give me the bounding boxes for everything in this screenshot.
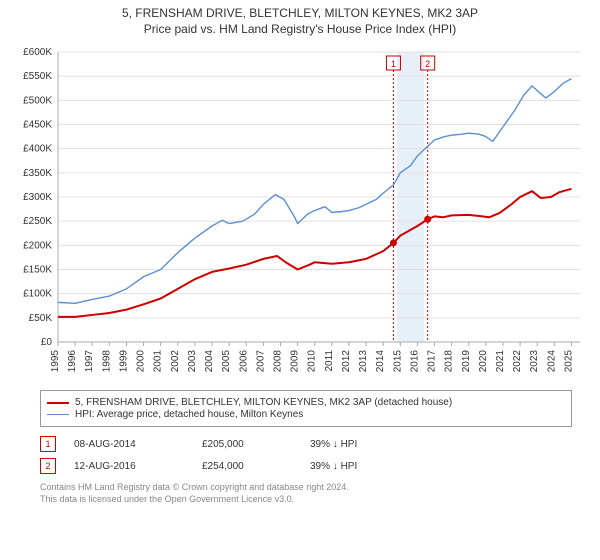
legend-item: HPI: Average price, detached house, Milt… — [47, 409, 565, 420]
svg-text:£200K: £200K — [23, 240, 52, 251]
transaction-date: 08-AUG-2014 — [74, 439, 184, 450]
footer-line2: This data is licensed under the Open Gov… — [40, 494, 572, 506]
svg-text:2019: 2019 — [461, 350, 472, 373]
legend: 5, FRENSHAM DRIVE, BLETCHLEY, MILTON KEY… — [40, 390, 572, 427]
svg-text:2007: 2007 — [255, 350, 266, 373]
svg-text:£250K: £250K — [23, 216, 52, 227]
svg-text:£50K: £50K — [29, 313, 53, 324]
transaction-delta: 39% ↓ HPI — [310, 439, 400, 450]
svg-text:2017: 2017 — [427, 350, 438, 373]
svg-text:2012: 2012 — [341, 350, 352, 373]
svg-text:2000: 2000 — [136, 350, 147, 373]
svg-text:1997: 1997 — [84, 350, 95, 373]
svg-text:2003: 2003 — [187, 350, 198, 373]
footer-attribution: Contains HM Land Registry data © Crown c… — [40, 482, 572, 505]
svg-text:2018: 2018 — [444, 350, 455, 373]
transaction-row: 2 12-AUG-2016 £254,000 39% ↓ HPI — [40, 455, 572, 477]
svg-text:£500K: £500K — [23, 95, 52, 106]
svg-text:2008: 2008 — [272, 350, 283, 373]
svg-text:£450K: £450K — [23, 120, 52, 131]
svg-text:2010: 2010 — [307, 350, 318, 373]
svg-text:2006: 2006 — [238, 350, 249, 373]
svg-text:2: 2 — [425, 59, 430, 69]
svg-text:2021: 2021 — [495, 350, 506, 373]
svg-text:1995: 1995 — [50, 350, 61, 373]
svg-text:2005: 2005 — [221, 350, 232, 373]
svg-text:2011: 2011 — [324, 350, 335, 372]
legend-label: 5, FRENSHAM DRIVE, BLETCHLEY, MILTON KEY… — [75, 397, 452, 408]
transaction-delta: 39% ↓ HPI — [310, 461, 400, 472]
svg-text:£600K: £600K — [23, 47, 52, 58]
transaction-badge: 1 — [40, 436, 56, 452]
svg-text:1998: 1998 — [101, 350, 112, 373]
svg-text:1999: 1999 — [118, 350, 129, 373]
svg-text:1996: 1996 — [67, 350, 78, 373]
svg-text:£350K: £350K — [23, 168, 52, 179]
title-address: 5, FRENSHAM DRIVE, BLETCHLEY, MILTON KEY… — [0, 6, 600, 20]
svg-text:£400K: £400K — [23, 144, 52, 155]
svg-text:1: 1 — [391, 59, 396, 69]
title-subtitle: Price paid vs. HM Land Registry's House … — [0, 22, 600, 36]
svg-text:£300K: £300K — [23, 192, 52, 203]
svg-text:£550K: £550K — [23, 71, 52, 82]
svg-text:2024: 2024 — [546, 350, 557, 373]
svg-text:2020: 2020 — [478, 350, 489, 373]
svg-text:2002: 2002 — [170, 350, 181, 373]
legend-item: 5, FRENSHAM DRIVE, BLETCHLEY, MILTON KEY… — [47, 397, 565, 408]
svg-text:2009: 2009 — [290, 350, 301, 373]
svg-text:£100K: £100K — [23, 289, 52, 300]
chart-svg: £0 £50K £100K £150K £200K £250K £300K £350K £400… — [10, 44, 590, 384]
svg-text:2001: 2001 — [153, 350, 164, 373]
transaction-badge: 2 — [40, 458, 56, 474]
price-chart: £0 £50K £100K £150K £200K £250K £300K £350K £400… — [10, 44, 590, 384]
svg-text:2023: 2023 — [529, 350, 540, 373]
svg-text:2025: 2025 — [563, 350, 574, 373]
transaction-row: 1 08-AUG-2014 £205,000 39% ↓ HPI — [40, 433, 572, 455]
svg-text:2016: 2016 — [409, 350, 420, 373]
footer-line1: Contains HM Land Registry data © Crown c… — [40, 482, 572, 494]
transaction-price: £254,000 — [202, 461, 292, 472]
svg-text:2015: 2015 — [392, 350, 403, 373]
legend-swatch — [47, 414, 69, 415]
svg-text:2004: 2004 — [204, 350, 215, 373]
legend-label: HPI: Average price, detached house, Milt… — [75, 409, 303, 420]
transaction-date: 12-AUG-2016 — [74, 461, 184, 472]
chart-title-block: 5, FRENSHAM DRIVE, BLETCHLEY, MILTON KEY… — [0, 0, 600, 36]
svg-text:£150K: £150K — [23, 265, 52, 276]
transactions-table: 1 08-AUG-2014 £205,000 39% ↓ HPI 2 12-AUG-201… — [40, 433, 572, 477]
svg-text:2013: 2013 — [358, 350, 369, 373]
transaction-price: £205,000 — [202, 439, 292, 450]
legend-swatch — [47, 402, 69, 404]
svg-text:2014: 2014 — [375, 350, 386, 373]
svg-text:£0: £0 — [41, 337, 53, 348]
svg-text:2022: 2022 — [512, 350, 523, 373]
